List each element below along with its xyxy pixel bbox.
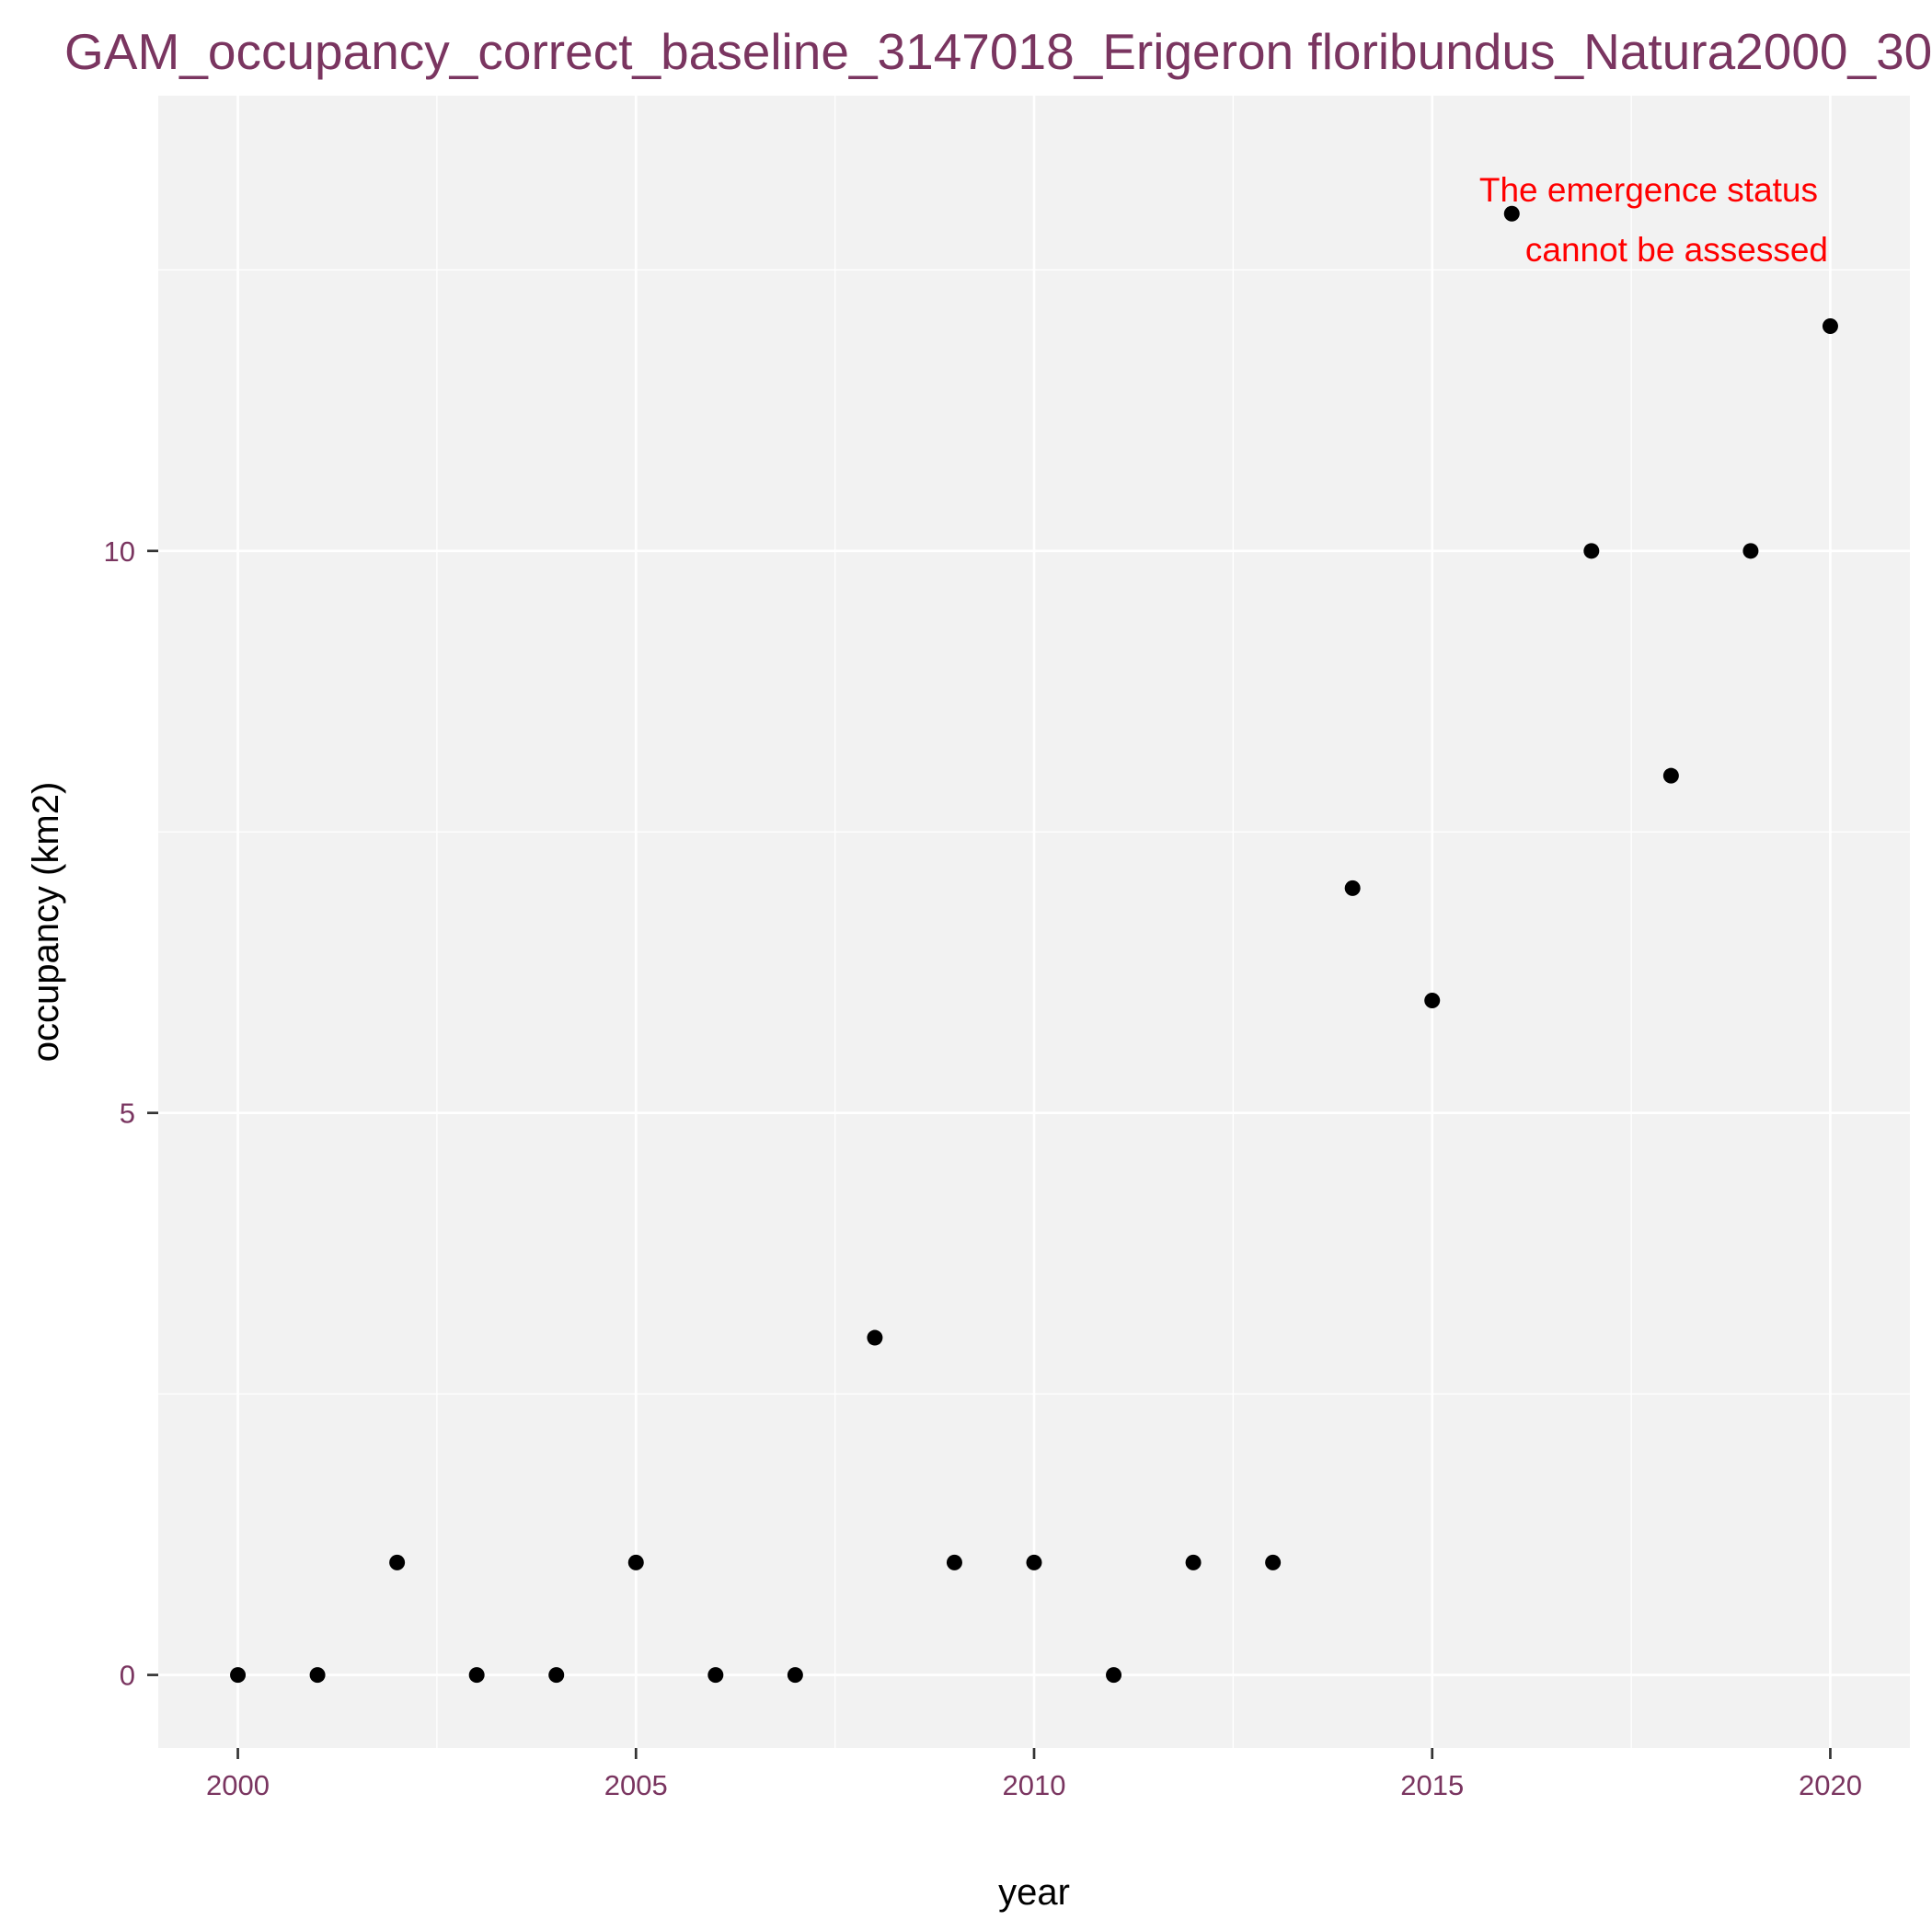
data-point [230, 1667, 247, 1684]
data-point [1742, 543, 1759, 559]
y-axis-ticks: 0 5 10 [104, 535, 158, 1692]
data-point [468, 1667, 485, 1684]
data-point [1424, 993, 1441, 1009]
data-point [627, 1554, 644, 1570]
annotation-line-1: The emergence status [1479, 171, 1818, 209]
x-tick-label: 2005 [604, 1769, 668, 1801]
data-point [1106, 1667, 1122, 1684]
data-point [707, 1667, 724, 1684]
y-axis-label: occupancy (km2) [26, 782, 66, 1063]
data-points [230, 205, 1838, 1684]
data-point [1583, 543, 1600, 559]
data-point [1026, 1554, 1042, 1570]
x-tick-label: 2020 [1799, 1769, 1862, 1801]
data-point [1185, 1554, 1202, 1570]
grid-lines [158, 96, 1910, 1748]
data-point [787, 1667, 803, 1684]
x-axis-ticks: 2000 2005 2010 2015 2020 [206, 1748, 1862, 1801]
x-tick-label: 2015 [1400, 1769, 1464, 1801]
y-tick-label: 10 [104, 535, 135, 568]
data-point [1662, 767, 1679, 784]
data-point [1265, 1554, 1282, 1570]
y-tick-label: 5 [120, 1098, 135, 1130]
x-tick-label: 2010 [1003, 1769, 1066, 1801]
y-tick-label: 0 [120, 1660, 135, 1692]
data-point [1344, 880, 1361, 896]
data-point [548, 1667, 565, 1684]
data-point [867, 1329, 883, 1346]
chart-title: GAM_occupancy_correct_baseline_3147018_E… [64, 23, 1932, 80]
data-point [946, 1554, 962, 1570]
data-point [1503, 205, 1520, 222]
x-tick-label: 2000 [206, 1769, 270, 1801]
data-point [389, 1554, 406, 1570]
x-axis-label: year [998, 1872, 1070, 1913]
annotation-line-2: cannot be assessed [1525, 231, 1828, 269]
data-point [1822, 317, 1838, 334]
data-point [309, 1667, 326, 1684]
